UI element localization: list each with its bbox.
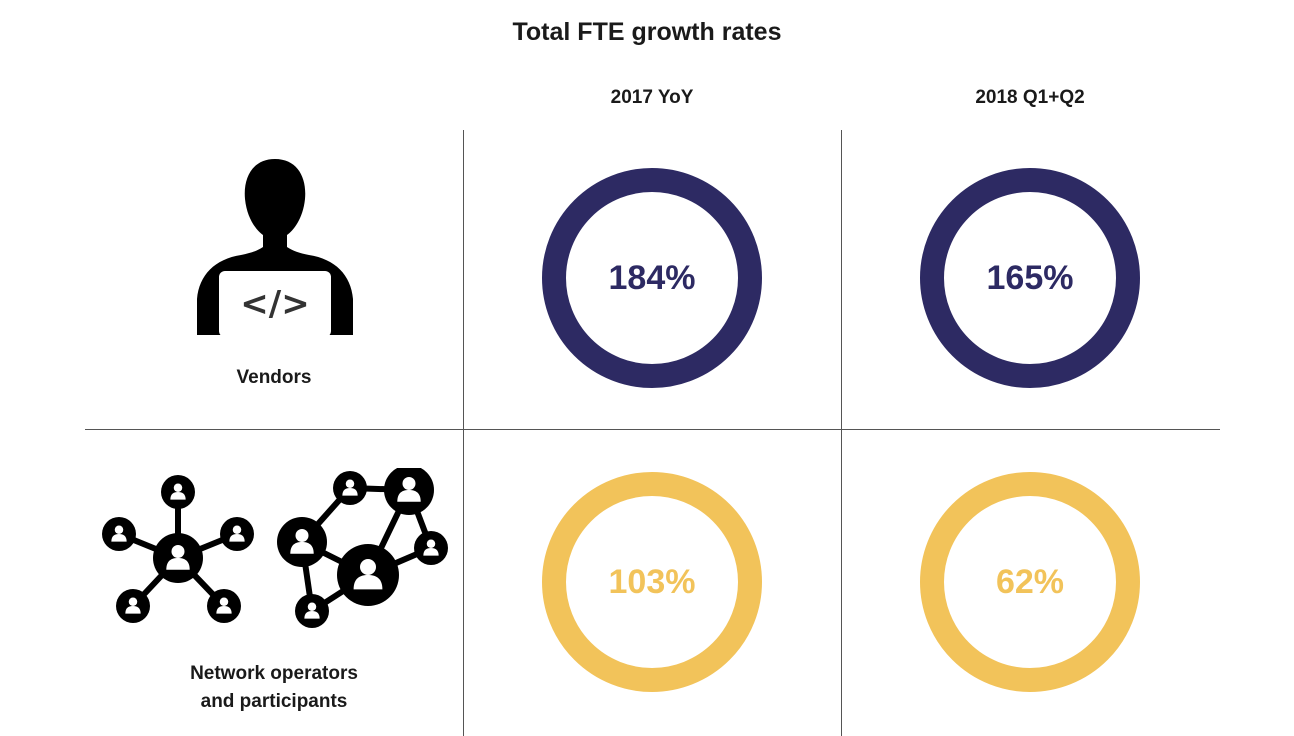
value-vendors-2018: 165% — [986, 259, 1074, 297]
grid-divider-vertical-1 — [463, 130, 464, 736]
ring-network-2018: 62% — [918, 470, 1142, 694]
row-label-network-line-2: and participants — [200, 691, 348, 712]
row-label-network: Network operators and participants — [124, 660, 424, 716]
ring-network-2017: 103% — [540, 470, 764, 694]
value-vendors-2017: 184% — [608, 259, 696, 297]
row-label-network-line-1: Network operators — [190, 663, 358, 684]
grid-divider-vertical-2 — [841, 130, 842, 736]
row-label-vendors: Vendors — [124, 364, 424, 392]
column-header-2017: 2017 YoY — [610, 87, 694, 108]
svg-text:</>: </> — [240, 284, 309, 324]
value-network-2017: 103% — [608, 563, 696, 601]
ring-vendors-2018: 165% — [918, 166, 1142, 390]
row-label-vendors-line: Vendors — [236, 367, 312, 388]
grid-divider-horizontal — [85, 429, 1220, 430]
column-header-2018: 2018 Q1+Q2 — [975, 87, 1085, 108]
value-network-2018: 62% — [995, 563, 1065, 601]
developer-laptop-icon: </> — [193, 155, 357, 345]
chart-title: Total FTE growth rates — [512, 18, 782, 46]
network-people-icon — [100, 465, 450, 635]
ring-vendors-2017: 184% — [540, 166, 764, 390]
